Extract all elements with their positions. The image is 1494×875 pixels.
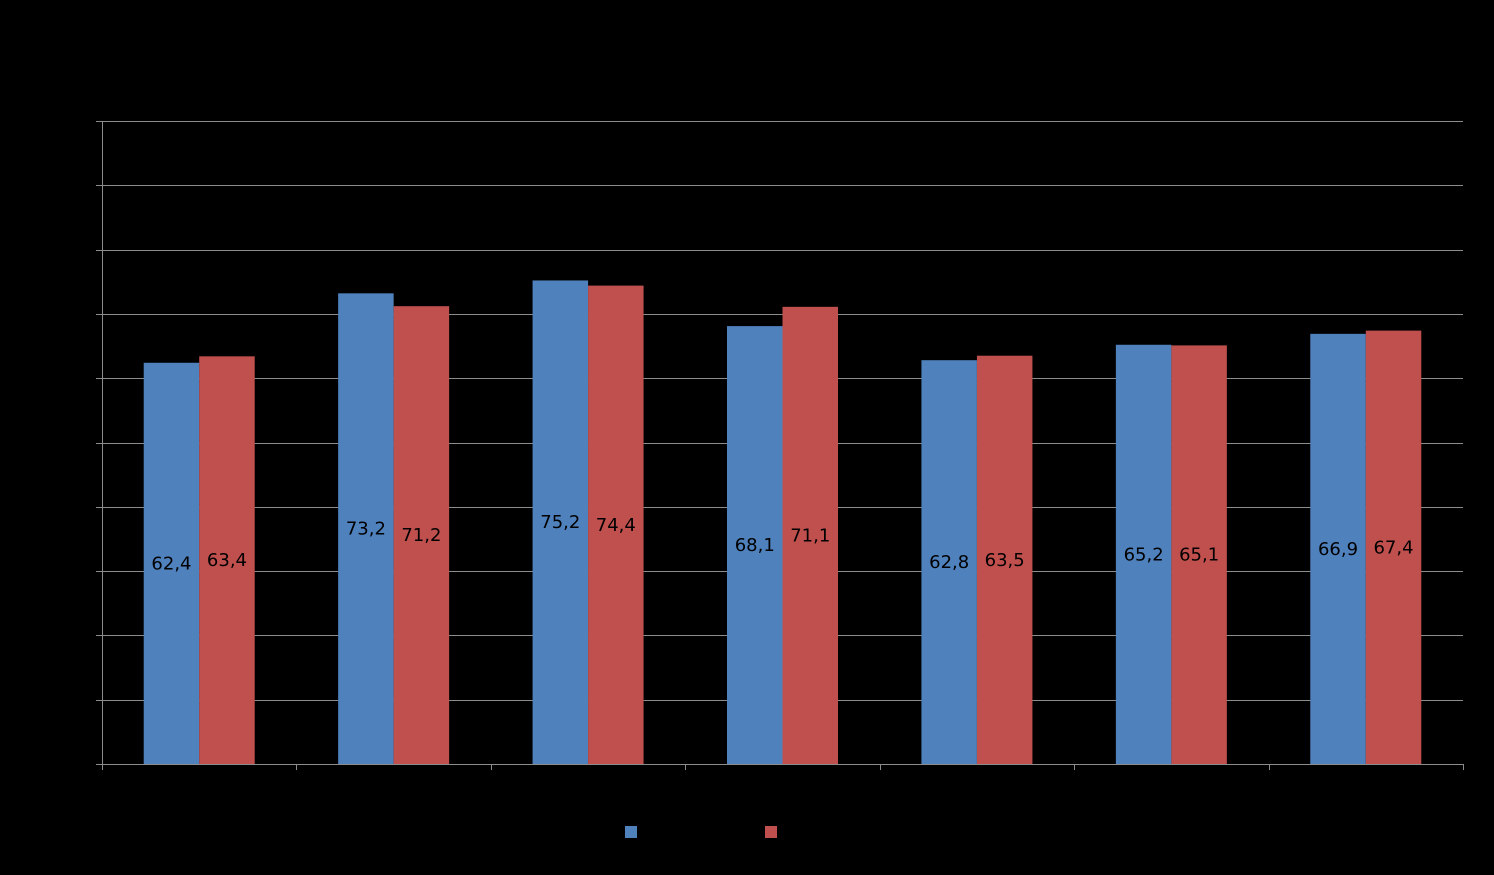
data-label-series-2-item-5: 63,5 [985,550,1025,571]
bar-series-1-item-3 [532,280,589,764]
data-labels: 62,4 73,2 75,2 68,1 62,8 65,2 66,9 63,4 71,2 74,4… [151,512,1413,574]
bar-series-2-item-7 [1365,330,1422,764]
bar-series-2-item-2 [393,306,450,764]
bar-series-2-item-4 [782,306,838,764]
bar-series-2-item-1 [199,356,255,764]
data-label-series-2-item-3: 74,4 [596,515,636,536]
bar-series-2-item-3 [588,285,644,764]
data-label-series-1-item-5: 62,8 [929,552,969,573]
data-label-series-2-item-2: 71,2 [401,525,441,546]
bar-series-1-item-5 [921,360,977,764]
data-label-series-2-item-7: 67,4 [1373,537,1413,558]
axes [96,121,1464,770]
data-label-series-1-item-2: 73,2 [346,519,386,540]
data-label-series-1-item-4: 68,1 [735,535,775,556]
bar-series-1-item-1 [143,362,200,764]
data-label-series-2-item-6: 65,1 [1179,545,1219,566]
legend-swatch-series-1 [625,826,637,838]
legend-swatch-series-2 [765,826,777,838]
bars [143,280,1422,764]
bar-series-1-item-4 [727,326,783,764]
bar-series-2-item-6 [1171,345,1227,764]
data-label-series-2-item-1: 63,4 [207,550,247,571]
data-label-series-1-item-6: 65,2 [1124,544,1164,565]
bar-series-2-item-5 [976,355,1033,764]
bar-series-1-item-2 [338,293,394,764]
data-label-series-1-item-3: 75,2 [540,512,580,533]
data-label-series-2-item-4: 71,1 [790,525,830,546]
data-label-series-1-item-7: 66,9 [1318,539,1358,560]
legend [0,826,1494,846]
bar-series-1-item-7 [1310,333,1366,764]
bar-series-1-item-6 [1115,344,1172,764]
data-label-series-1-item-1: 62,4 [151,553,191,574]
